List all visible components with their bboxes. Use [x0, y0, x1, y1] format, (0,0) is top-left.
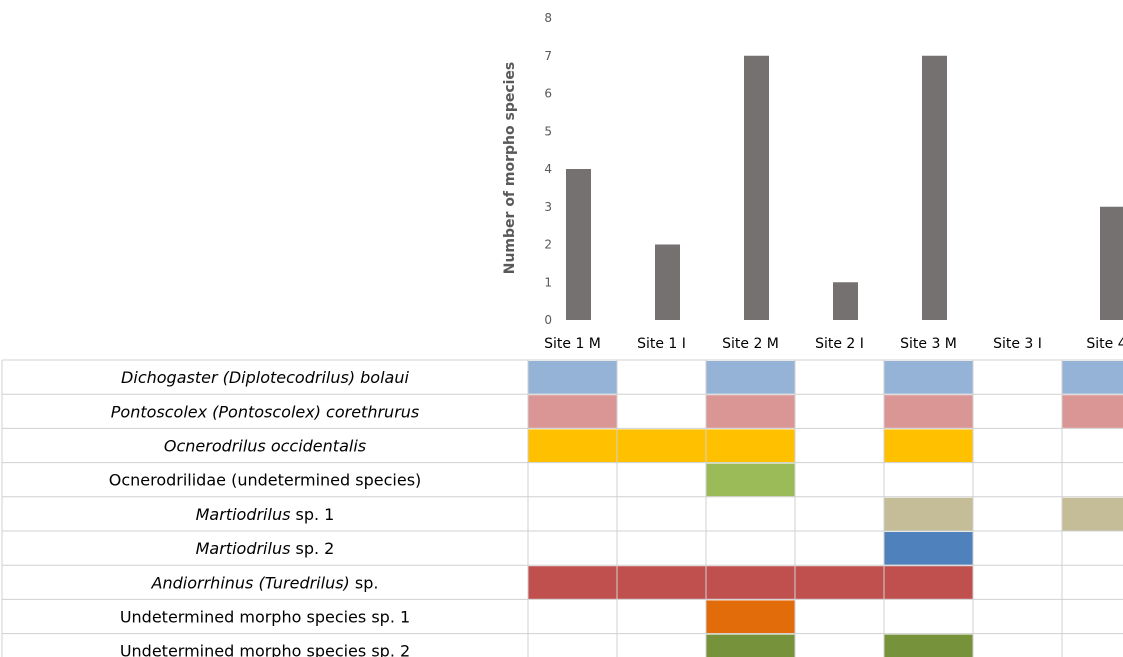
bar [922, 55, 947, 320]
species-label-part: Ocnerodrilidae (undetermined species) [109, 471, 422, 490]
bar [833, 282, 858, 320]
presence-cell [706, 361, 795, 394]
y-axis: 0 1 2 3 4 5 6 7 8 [544, 11, 552, 327]
presence-cell [528, 395, 617, 428]
species-label: Martiodrilus sp. 1 [196, 505, 335, 524]
bar [655, 244, 680, 320]
species-label: Undetermined morpho species sp. 2 [120, 642, 410, 657]
y-tick-label: 4 [544, 162, 552, 176]
x-category-label: Site 4 [1086, 336, 1123, 352]
presence-cell [528, 566, 973, 599]
species-label: Martiodrilus sp. 2 [196, 539, 335, 558]
species-label-part: Undetermined morpho species sp. 1 [120, 608, 410, 627]
y-axis-title: Number of morpho species [502, 62, 518, 275]
table-grid [1, 359, 1123, 657]
y-tick-label: 1 [544, 275, 552, 289]
presence-cell [1062, 395, 1123, 428]
y-tick-label: 8 [544, 11, 552, 25]
bar-series [566, 55, 1123, 320]
x-category-label: Site 2 M [722, 336, 779, 352]
x-category-label: Site 3 M [900, 336, 957, 352]
bar [1100, 206, 1123, 320]
species-label-part: Andiorrhinus (Turedrilus) [151, 573, 350, 592]
y-tick-label: 2 [544, 238, 552, 252]
species-labels: Dichogaster (Diplotecodrilus) bolaui Pont… [109, 368, 422, 657]
bar [566, 169, 591, 320]
y-tick-label: 5 [544, 124, 552, 138]
presence-cell [884, 497, 973, 531]
presence-cell [884, 634, 973, 657]
x-category-label: Site 1 M [544, 336, 601, 352]
presence-cell [706, 463, 795, 497]
presence-cell [1062, 497, 1123, 531]
species-label-part: Martiodrilus [196, 539, 291, 558]
x-category-label: Site 1 I [637, 336, 686, 352]
y-tick-label: 6 [544, 87, 552, 101]
species-label-part: sp. 2 [290, 539, 334, 558]
presence-cell [884, 429, 973, 463]
species-label-part: sp. [350, 573, 379, 592]
x-category-label: Site 3 I [993, 336, 1042, 352]
presence-cell [884, 395, 973, 428]
species-label: Dichogaster (Diplotecodrilus) bolaui [121, 368, 409, 387]
species-label: Andiorrhinus (Turedrilus) sp. [151, 573, 379, 592]
species-label: Undetermined morpho species sp. 1 [120, 608, 410, 627]
presence-cell [1062, 361, 1123, 394]
presence-cell [528, 361, 617, 394]
presence-fills [528, 361, 1123, 657]
species-label: Pontoscolex (Pontoscolex) corethrurus [111, 402, 420, 421]
species-label: Ocnerodrilidae (undetermined species) [109, 471, 422, 490]
x-category-label: Site 2 I [815, 336, 864, 352]
species-label-part: sp. 1 [290, 505, 334, 524]
species-label-part: Martiodrilus [196, 505, 291, 524]
y-tick-label: 0 [544, 313, 552, 327]
y-tick-label: 3 [544, 200, 552, 214]
species-label-part: Undetermined morpho species sp. 2 [120, 642, 410, 657]
species-label: Ocnerodrilus occidentalis [164, 437, 366, 456]
x-axis-category-labels: Site 1 M Site 1 I Site 2 M Site 2 I Site 3 M… [544, 336, 1123, 352]
bar [744, 55, 769, 320]
species-label-part: Dichogaster (Diplotecodrilus) bolaui [121, 368, 409, 387]
presence-cell [706, 395, 795, 428]
presence-cell [884, 361, 973, 394]
presence-cell [706, 634, 795, 657]
species-label-part: Pontoscolex (Pontoscolex) corethrurus [111, 402, 420, 421]
presence-cell [706, 600, 795, 634]
presence-cell [528, 429, 795, 463]
species-label-part: Ocnerodrilus occidentalis [164, 437, 366, 456]
y-tick-label: 7 [544, 49, 552, 63]
presence-cell [884, 532, 973, 565]
